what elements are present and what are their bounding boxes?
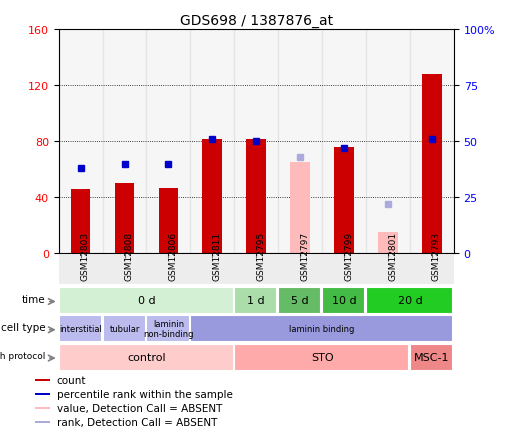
Text: GSM12799: GSM12799 (344, 232, 352, 281)
Text: GSM12793: GSM12793 (431, 232, 440, 281)
Bar (35, 407, 49, 409)
Bar (290, 163, 309, 254)
Bar (59, 288, 232, 313)
Bar (158, 188, 178, 254)
Bar (322, 288, 363, 313)
Bar (234, 344, 407, 370)
Text: GSM12808: GSM12808 (124, 232, 133, 281)
Text: tubular: tubular (109, 324, 139, 333)
Text: control: control (127, 352, 165, 362)
Bar (322, 255, 365, 284)
Text: 20 d: 20 d (397, 296, 421, 306)
Bar (115, 184, 134, 254)
Bar (190, 316, 451, 342)
Bar (278, 288, 320, 313)
Bar (333, 148, 353, 254)
Bar (146, 316, 188, 342)
Text: GSM12795: GSM12795 (256, 232, 265, 281)
Text: count: count (56, 375, 86, 385)
Text: STO: STO (310, 352, 333, 362)
Bar (71, 190, 90, 254)
Text: GSM12806: GSM12806 (168, 232, 177, 281)
Text: laminin binding: laminin binding (289, 324, 354, 333)
Text: time: time (22, 294, 46, 304)
Text: rank, Detection Call = ABSENT: rank, Detection Call = ABSENT (56, 418, 217, 427)
Bar (377, 233, 397, 254)
Bar (59, 316, 101, 342)
Bar (190, 255, 234, 284)
Text: percentile rank within the sample: percentile rank within the sample (56, 389, 232, 399)
Text: laminin
non-binding: laminin non-binding (143, 319, 193, 339)
Text: GSM12811: GSM12811 (212, 232, 221, 281)
Bar (102, 30, 146, 254)
Text: GSM12803: GSM12803 (80, 232, 90, 281)
Bar (35, 421, 49, 424)
Bar (421, 75, 441, 254)
Text: 0 d: 0 d (137, 296, 155, 306)
Bar (35, 378, 49, 381)
Text: 1 d: 1 d (247, 296, 265, 306)
Text: 10 d: 10 d (331, 296, 356, 306)
Text: cell type: cell type (1, 322, 46, 332)
Bar (409, 30, 453, 254)
Bar (190, 30, 234, 254)
Bar (59, 255, 102, 284)
Text: 5 d: 5 d (291, 296, 308, 306)
Bar (146, 30, 190, 254)
Bar (246, 139, 266, 254)
Text: GSM12797: GSM12797 (300, 232, 308, 281)
Text: growth protocol: growth protocol (0, 351, 46, 360)
Bar (322, 30, 365, 254)
Text: GSM12801: GSM12801 (387, 232, 396, 281)
Bar (365, 30, 409, 254)
Bar (234, 288, 276, 313)
Text: value, Detection Call = ABSENT: value, Detection Call = ABSENT (56, 403, 221, 413)
Text: interstitial: interstitial (59, 324, 102, 333)
Bar (234, 30, 278, 254)
Bar (102, 316, 145, 342)
Bar (102, 255, 146, 284)
Bar (202, 139, 222, 254)
Bar (146, 255, 190, 284)
Text: MSC-1: MSC-1 (413, 352, 449, 362)
Bar (409, 255, 453, 284)
Bar (59, 344, 232, 370)
Bar (365, 255, 409, 284)
Bar (278, 30, 322, 254)
Bar (409, 344, 451, 370)
Bar (365, 288, 451, 313)
Bar (234, 255, 278, 284)
Bar (59, 30, 102, 254)
Bar (35, 393, 49, 395)
Title: GDS698 / 1387876_at: GDS698 / 1387876_at (179, 14, 332, 28)
Bar (278, 255, 322, 284)
